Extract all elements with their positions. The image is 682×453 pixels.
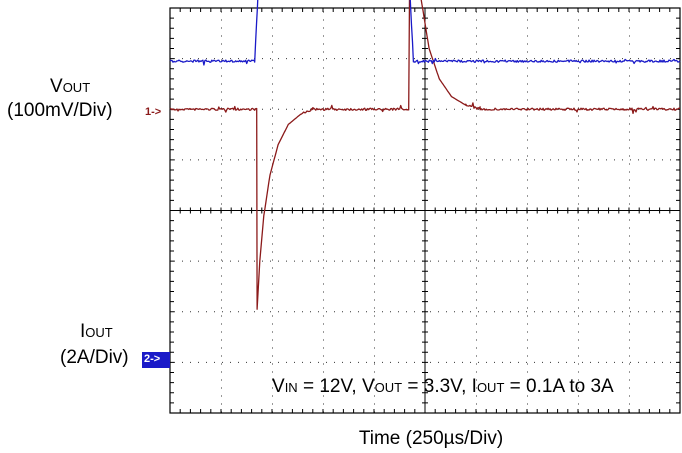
trace-iout xyxy=(169,0,681,66)
ch1-name-main: V xyxy=(50,76,63,97)
annotation-part: = 12V, V xyxy=(297,376,375,397)
annotation-part: IN xyxy=(284,380,298,395)
traces xyxy=(169,0,681,310)
ch1-scale-label: (100mV/Div) xyxy=(7,100,113,121)
ch1-marker: 1-> xyxy=(145,106,162,118)
annotation-part: OUT xyxy=(476,380,505,395)
annotation-part: OUT xyxy=(374,380,403,395)
annotation-part: = 0.1A to 3A xyxy=(504,376,614,397)
x-axis-label: Time (250µs/Div) xyxy=(358,428,504,449)
ch2-name-main: I xyxy=(80,321,86,342)
ch2-name-sub: OUT xyxy=(85,325,113,340)
ch1-name-sub: OUT xyxy=(62,80,91,95)
ch1-name-label: VOUT xyxy=(50,76,90,99)
ch2-marker: 2-> xyxy=(142,352,170,368)
annotation-part: V xyxy=(272,376,285,397)
conditions-annotation: VIN = 12V, VOUT = 3.3V, IOUT = 0.1A to 3… xyxy=(272,376,614,399)
ch2-name-label: IOUT xyxy=(80,321,113,344)
ch2-scale-label: (2A/Div) xyxy=(60,347,129,368)
annotation-part: = 3.3V, I xyxy=(402,376,477,397)
trace-vout xyxy=(169,0,680,310)
graticule xyxy=(169,7,681,414)
